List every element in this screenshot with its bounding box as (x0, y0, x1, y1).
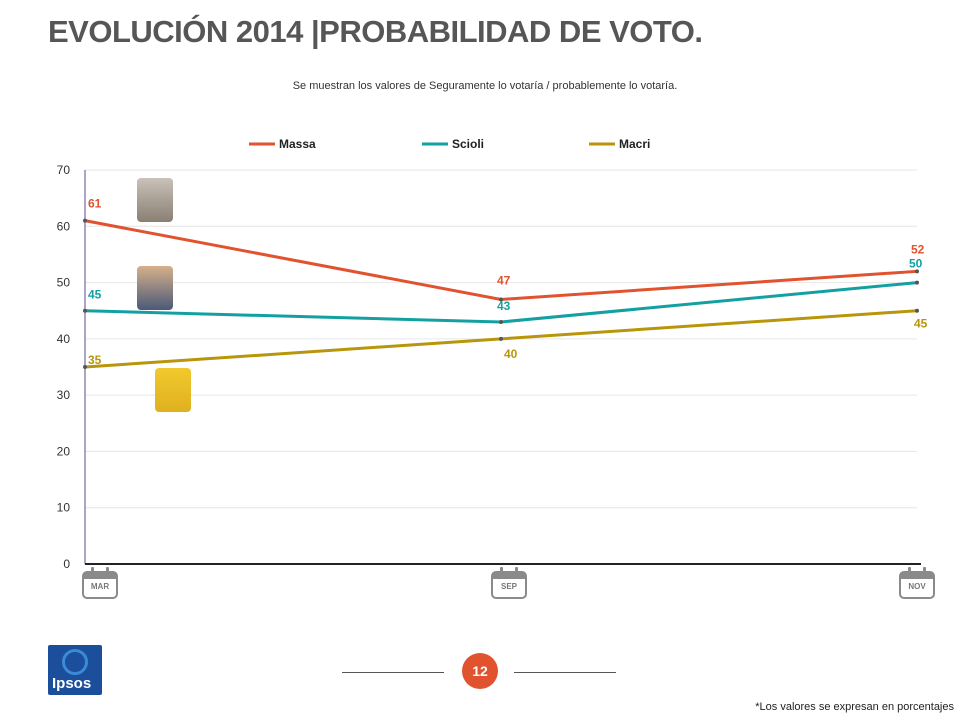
data-label-macri-sep: 40 (504, 347, 518, 361)
point-macri-mar (83, 365, 87, 369)
point-scioli-nov (915, 280, 919, 285)
point-massa-sep (499, 297, 503, 302)
legend-label-massa: Massa (279, 137, 316, 151)
y-tick-label-50: 50 (57, 276, 71, 290)
logo-text: Ipsos (52, 675, 92, 692)
data-labels: 61 47 52 45 43 50 35 40 45 (88, 197, 928, 367)
legend-label-macri: Macri (619, 137, 650, 151)
data-label-massa-sep: 47 (497, 273, 511, 287)
logo-mark (62, 649, 88, 675)
data-label-macri-mar: 35 (88, 353, 102, 367)
point-macri-nov (915, 308, 919, 313)
axes (84, 170, 921, 565)
page-number-badge: 12 (462, 653, 498, 689)
x-tick-sep: SEP (500, 582, 517, 591)
data-label-scioli-nov: 50 (909, 257, 923, 271)
y-tick-label-60: 60 (57, 219, 71, 233)
legend-label-scioli: Scioli (452, 137, 484, 151)
point-scioli-mar (83, 308, 87, 313)
y-tick-label-40: 40 (57, 332, 71, 346)
data-label-scioli-mar: 45 (88, 288, 102, 302)
point-macri-sep (499, 336, 503, 341)
series-line-massa (84, 219, 918, 301)
y-tick-label-70: 70 (57, 163, 71, 177)
scioli-photo (137, 266, 173, 310)
divider-right (514, 672, 616, 673)
data-label-massa-mar: 61 (88, 197, 102, 211)
y-tick-label-0: 0 (63, 557, 70, 571)
x-tick-mar: MAR (90, 582, 110, 591)
footnote: *Los valores se expresan en porcentajes (755, 701, 954, 713)
point-massa-nov (915, 269, 919, 274)
x-tick-nov: NOV (908, 582, 926, 591)
point-massa-mar (83, 218, 87, 223)
massa-photo (137, 178, 173, 222)
calendar-nov-icon: NOV (899, 567, 935, 599)
y-tick-label-20: 20 (57, 444, 71, 458)
series-lines (83, 218, 919, 369)
point-scioli-sep (499, 319, 503, 324)
y-axis-ticks: 0 10 20 30 40 50 60 70 (57, 163, 71, 571)
calendar-mar-icon: MAR (82, 567, 118, 599)
y-tick-label-10: 10 (57, 501, 71, 515)
legend: Massa Scioli Macri (249, 137, 650, 151)
gridlines (85, 169, 917, 509)
slide-title: EVOLUCIÓN 2014 |PROBABILIDAD DE VOTO. (48, 14, 703, 49)
data-label-massa-nov: 52 (911, 242, 925, 256)
data-label-macri-nov: 45 (914, 317, 928, 331)
chart-subtitle: Se muestran los valores de Seguramente l… (292, 80, 678, 92)
calendar-sep-icon: SEP (491, 567, 527, 599)
divider-left (342, 672, 444, 673)
data-label-scioli-sep: 43 (497, 299, 511, 313)
ipsos-logo: Ipsos (48, 645, 102, 695)
y-tick-label-30: 30 (57, 388, 71, 402)
macri-photo (155, 368, 191, 412)
